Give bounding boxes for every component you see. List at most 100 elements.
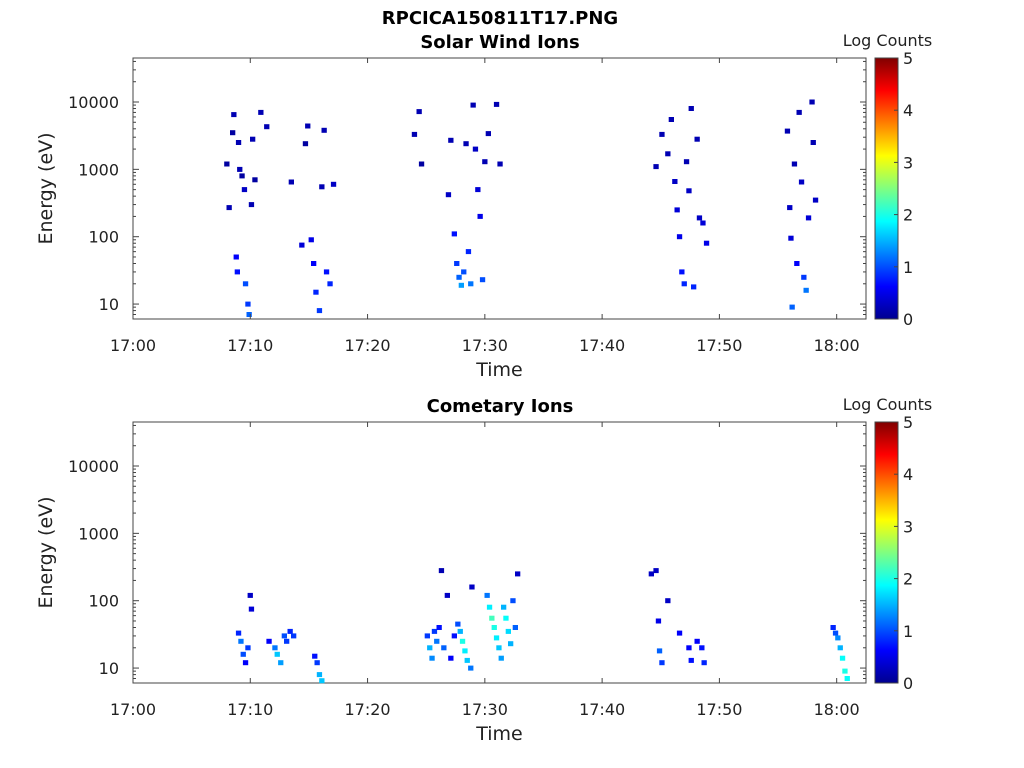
heatmap-cell	[512, 625, 518, 630]
heatmap-cell	[240, 651, 246, 657]
x-tick-label: 17:40	[579, 700, 625, 719]
heatmap-cell	[703, 240, 710, 246]
heatmap-cell	[665, 598, 671, 604]
heatmap-cell	[457, 628, 463, 634]
heatmap-cell	[239, 173, 245, 179]
heatmap-cell	[835, 635, 841, 641]
heatmap-cell	[308, 237, 314, 243]
heatmap-cell	[688, 106, 694, 111]
heatmap-cell	[655, 618, 662, 624]
heatmap-cell	[311, 261, 317, 266]
heatmap-cell	[319, 678, 325, 684]
heatmap-cell	[241, 187, 248, 193]
heatmap-cell	[235, 630, 242, 636]
heatmap-cell	[444, 592, 450, 598]
heatmap-cell	[784, 128, 791, 134]
heatmap-cell	[305, 123, 311, 129]
heatmap-cell	[701, 660, 707, 666]
heatmap-cell	[659, 660, 665, 666]
colorbar-label: Log Counts	[843, 31, 933, 50]
x-tick-label: 18:00	[814, 700, 860, 719]
heatmap-cell	[497, 161, 503, 167]
x-tick-label: 17:50	[696, 700, 742, 719]
panel-title: Cometary Ions	[427, 396, 574, 417]
heatmap-cell	[234, 269, 240, 275]
heatmap-cell	[656, 648, 663, 654]
colorbar-tick-label: 3	[903, 153, 913, 172]
heatmap-cell	[448, 137, 454, 143]
heatmap-cell	[464, 657, 470, 663]
heatmap-cell	[699, 645, 705, 651]
heatmap-cell	[288, 179, 294, 185]
panel-1: 17:00 17:10 17:20 17:30 17:40 17:50 18:0010100…	[35, 31, 932, 381]
heatmap-cell	[459, 638, 466, 644]
heatmap-cell	[679, 269, 685, 275]
heatmap-cell	[436, 625, 442, 630]
heatmap-cell	[235, 140, 242, 145]
heatmap-cell	[418, 161, 425, 167]
heatmap-cell	[515, 571, 521, 577]
heatmap-cell	[830, 625, 836, 630]
heatmap-cell	[231, 112, 237, 118]
heatmap-cell	[299, 242, 305, 248]
panel-title: Solar Wind Ions	[420, 32, 579, 53]
heatmap-cell	[242, 281, 249, 287]
colorbar-tick-label: 1	[903, 622, 913, 641]
heatmap-cell	[233, 254, 239, 260]
heatmap-cell	[659, 131, 665, 137]
y-tick-label: 100	[88, 592, 119, 611]
heatmap-cell	[438, 568, 445, 574]
heatmap-cell	[456, 274, 462, 280]
heatmap-cell	[319, 184, 325, 190]
heatmap-cell	[461, 269, 467, 275]
plot-area	[132, 57, 867, 320]
heatmap-cell	[676, 630, 683, 636]
plot-area	[132, 421, 867, 684]
heatmap-cell	[484, 592, 490, 598]
heatmap-cell	[323, 269, 330, 275]
panel-2: 17:00 17:10 17:20 17:30 17:40 17:50 18:0010100…	[35, 395, 932, 745]
heatmap-cell	[683, 159, 690, 165]
heatmap-cell	[805, 215, 812, 221]
colorbar	[874, 57, 899, 320]
heatmap-cell	[416, 109, 422, 115]
y-axis-label: Energy (eV)	[35, 496, 57, 608]
heatmap-cell	[472, 146, 479, 152]
heatmap-cell	[248, 202, 255, 208]
heatmap-cell	[272, 645, 278, 651]
heatmap-cell	[462, 648, 468, 654]
heatmap-cell	[242, 660, 249, 666]
heatmap-cell	[224, 161, 230, 167]
heatmap-cell	[448, 655, 454, 661]
x-tick-label: 17:00	[110, 336, 156, 355]
heatmap-cell	[469, 584, 475, 590]
heatmap-cell	[803, 287, 809, 293]
heatmap-cell	[431, 628, 438, 634]
colorbar-tick-label: 4	[903, 465, 913, 484]
x-tick-label: 17:30	[462, 700, 508, 719]
heatmap-cell	[258, 109, 264, 115]
heatmap-cell	[665, 151, 671, 157]
colorbar-tick-label: 3	[903, 517, 913, 536]
heatmap-cell	[676, 234, 683, 240]
heatmap-cell	[252, 177, 258, 183]
heatmap-cell	[424, 633, 430, 639]
heatmap-cell	[237, 166, 243, 172]
heatmap-cell	[248, 606, 255, 612]
heatmap-cell	[463, 141, 469, 147]
colorbar-tick-label: 0	[903, 674, 913, 693]
y-tick-label: 10	[99, 295, 119, 314]
heatmap-cell	[451, 633, 457, 639]
heatmap-cell	[245, 645, 251, 651]
colorbar-tick-label: 2	[903, 570, 913, 589]
heatmap-cell	[508, 641, 514, 647]
heatmap-cell	[681, 281, 687, 287]
heatmap-cell	[245, 301, 251, 307]
heatmap-cell	[482, 159, 488, 165]
heatmap-cell	[247, 592, 253, 598]
heatmap-cell	[264, 124, 270, 130]
heatmap-cell	[788, 235, 794, 241]
heatmap-cell	[250, 136, 256, 142]
heatmap-cell	[238, 638, 244, 644]
heatmap-cell	[429, 655, 435, 661]
